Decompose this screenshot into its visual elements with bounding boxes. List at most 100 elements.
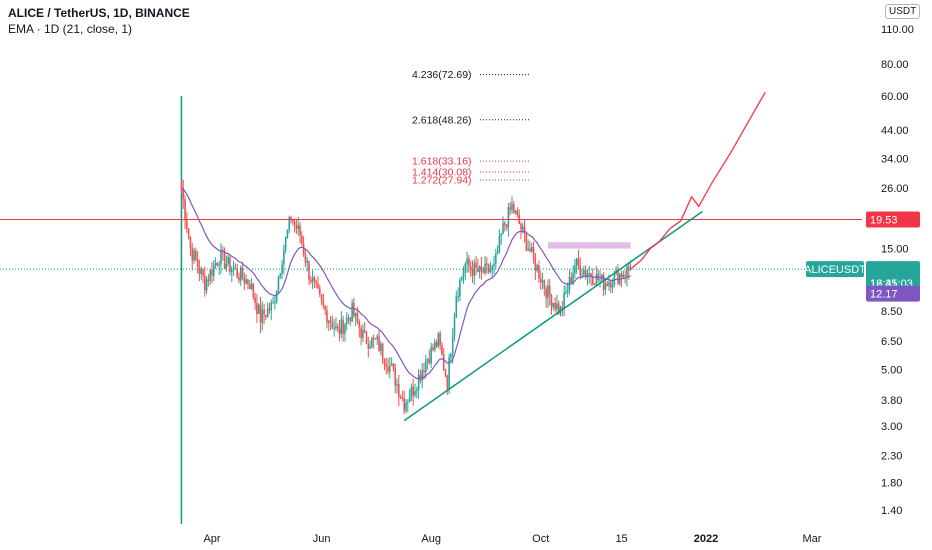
candle-body [369, 346, 371, 349]
candle-body [200, 269, 203, 274]
candle-body [324, 305, 326, 311]
candle-body [435, 342, 438, 347]
candle-body [241, 267, 244, 279]
candle-body [539, 278, 542, 283]
candle-body [491, 265, 494, 270]
candle-body [259, 304, 262, 323]
candle-body [455, 296, 458, 317]
fib-level-label: 1.618(33.16) [412, 156, 472, 168]
candle-body [207, 279, 210, 281]
candle-body [477, 268, 479, 273]
candle-body [193, 250, 195, 261]
candle-body [627, 266, 630, 270]
candle-body [469, 266, 472, 270]
candle-body [516, 210, 519, 215]
candle-body [317, 283, 319, 289]
candle-body [274, 301, 276, 303]
candle-body [365, 332, 368, 344]
candle-body [247, 279, 249, 285]
candle-body [495, 253, 497, 264]
candle-body [353, 302, 355, 316]
fib-level-label: 1.414(30.08) [412, 166, 472, 178]
candle-body [545, 288, 547, 298]
candle-body [212, 265, 215, 276]
currency-badge[interactable]: USDT [885, 4, 921, 19]
candle-body [187, 228, 190, 238]
candle-body [566, 290, 569, 293]
candle-body [327, 320, 330, 323]
candle-body [493, 263, 495, 266]
candle-body [347, 317, 350, 319]
candle-body [216, 263, 219, 266]
candle-body [586, 273, 589, 276]
y-tick-label: 3.80 [881, 395, 902, 407]
candle-body [299, 225, 301, 236]
candle-body [302, 243, 305, 255]
candle-body [604, 283, 607, 290]
candle-body [620, 273, 623, 278]
candle-body [446, 375, 449, 390]
candle-body [548, 285, 551, 296]
candle-body [557, 303, 560, 314]
candles [180, 179, 632, 415]
target-box [547, 242, 631, 249]
candle-body [293, 221, 296, 225]
candle-body [243, 278, 246, 284]
candle-body [532, 247, 535, 258]
candle-body [613, 273, 616, 285]
candle-body [575, 258, 578, 266]
candle-body [588, 273, 591, 275]
candle-body [403, 398, 406, 411]
candle-body [358, 321, 361, 328]
candle-body [590, 273, 592, 278]
candle-body [182, 188, 185, 200]
y-tick-label: 110.00 [881, 24, 914, 36]
candle-body [301, 235, 303, 244]
y-axis[interactable]: 1.40 1.80 2.30 3.00 3.80 5.00 6.50 8.50 15.00 26.… [881, 24, 914, 517]
candle-body [338, 328, 341, 335]
fib-level-label: 2.618(48.26) [412, 114, 472, 126]
candle-body [419, 374, 422, 381]
fib-levels: 4.236(72.69) 2.618(48.26) 1.618(33.16)1.41… [412, 69, 530, 187]
candle-body [523, 226, 526, 234]
symbol-label: ALICEUSDT [804, 264, 866, 276]
candle-body [383, 358, 386, 365]
candle-body [550, 295, 553, 307]
fib-level-label: 1.272(27.94) [412, 175, 472, 187]
x-tick-label: Apr [203, 533, 220, 545]
candle-body [453, 316, 456, 337]
candle-body [466, 258, 468, 264]
candle-body [283, 249, 285, 265]
candle-body [229, 256, 231, 273]
candle-body [441, 345, 443, 355]
candle-body [351, 302, 353, 322]
candle-body [372, 337, 375, 339]
ema-indicator-label[interactable]: EMA · 1D (21, close, 1) [8, 22, 133, 36]
target-box-rect [547, 242, 631, 249]
candle-body [581, 274, 583, 276]
candle-body [239, 267, 242, 281]
candle-body [583, 270, 585, 275]
candle-body [304, 254, 307, 263]
candle-body [344, 324, 346, 334]
candle-body [574, 265, 576, 274]
x-axis[interactable]: Apr Jun Aug Oct 15 2022 Mar [203, 533, 821, 545]
candle-body [504, 222, 506, 226]
x-tick-label: Aug [421, 533, 441, 545]
y-tick-label: 1.80 [881, 477, 902, 489]
candle-body [320, 294, 323, 301]
candle-body [482, 269, 485, 273]
candle-body [462, 272, 465, 278]
y-tick-label: 2.30 [881, 450, 902, 462]
y-tick-label: 26.00 [881, 183, 909, 195]
candle-body [407, 402, 409, 404]
ema-line [181, 187, 631, 380]
candle-body [412, 386, 414, 396]
y-tick-label: 5.00 [881, 365, 902, 377]
candle-body [570, 277, 573, 283]
candle-body [292, 220, 294, 222]
fib-level-label: 4.236(72.69) [412, 69, 472, 81]
candle-body [599, 279, 601, 281]
candle-body [389, 365, 391, 372]
